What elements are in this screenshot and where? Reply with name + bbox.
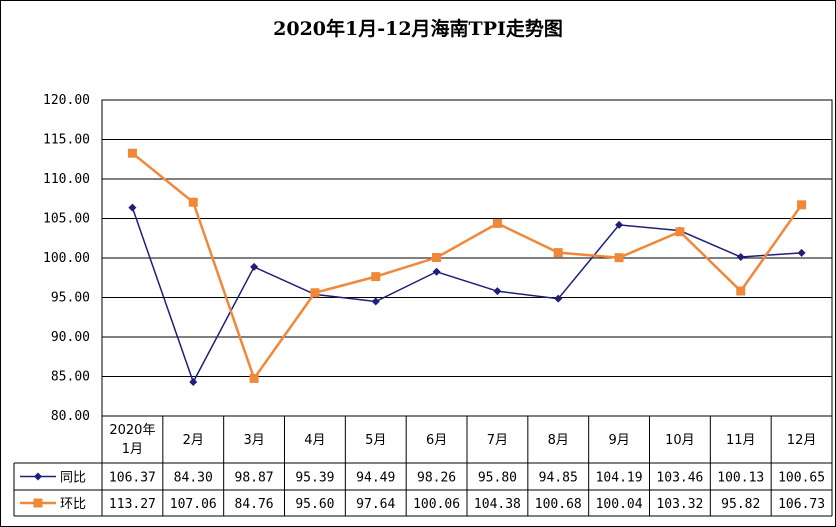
data-point-marker bbox=[615, 220, 624, 229]
data-point-marker bbox=[797, 200, 807, 210]
table-cell-value: 104.38 bbox=[474, 497, 521, 512]
data-point-marker bbox=[553, 248, 563, 258]
data-point-marker bbox=[736, 252, 745, 261]
category-label: 2020年 1月 bbox=[109, 423, 155, 457]
table-cell-value: 100.04 bbox=[596, 497, 643, 512]
table-cell-value: 95.82 bbox=[721, 497, 760, 512]
category-label: 8月 bbox=[548, 433, 569, 448]
table-cell-value: 100.65 bbox=[778, 471, 825, 486]
data-point-marker bbox=[310, 288, 320, 298]
category-label: 10月 bbox=[665, 433, 695, 448]
y-tick-label: 95.00 bbox=[51, 291, 90, 306]
table-cell-value: 98.26 bbox=[417, 471, 456, 486]
data-point-marker bbox=[736, 286, 746, 296]
table-cell-value: 100.68 bbox=[535, 497, 582, 512]
legend-label: 同比 bbox=[60, 471, 86, 486]
chart-title: 2020年1月-12月海南TPI走势图 bbox=[273, 18, 563, 40]
table-cell-value: 95.39 bbox=[295, 471, 334, 486]
table-cell-value: 103.32 bbox=[656, 497, 703, 512]
category-label: 4月 bbox=[304, 433, 325, 448]
table-cell-value: 107.06 bbox=[170, 497, 217, 512]
legend-label: 环比 bbox=[60, 497, 86, 512]
category-label: 12月 bbox=[787, 433, 817, 448]
data-point-marker bbox=[128, 203, 137, 212]
category-label: 2月 bbox=[183, 433, 204, 448]
legend-key-marker bbox=[34, 472, 42, 481]
category-label: 3月 bbox=[243, 433, 264, 448]
data-point-marker bbox=[250, 262, 259, 271]
data-point-marker bbox=[797, 248, 806, 257]
y-tick-label: 105.00 bbox=[43, 212, 90, 227]
category-label: 7月 bbox=[487, 433, 508, 448]
table-cell-value: 98.87 bbox=[235, 471, 274, 486]
data-point-marker bbox=[432, 253, 442, 263]
data-point-marker bbox=[371, 297, 380, 306]
data-point-marker bbox=[675, 227, 685, 237]
y-tick-label: 90.00 bbox=[51, 330, 90, 345]
data-point-marker bbox=[127, 148, 137, 158]
y-tick-label: 110.00 bbox=[43, 172, 90, 187]
data-point-marker bbox=[189, 378, 198, 387]
data-point-marker bbox=[492, 218, 502, 228]
data-point-marker bbox=[554, 294, 563, 303]
table-cell-value: 103.46 bbox=[656, 471, 703, 486]
category-label: 9月 bbox=[608, 433, 629, 448]
y-tick-label: 120.00 bbox=[43, 93, 90, 108]
data-point-marker bbox=[432, 267, 441, 276]
table-cell-value: 94.85 bbox=[539, 471, 578, 486]
table-cell-value: 94.49 bbox=[356, 471, 395, 486]
data-point-marker bbox=[493, 287, 502, 296]
table-cell-value: 100.06 bbox=[413, 497, 460, 512]
category-label: 5月 bbox=[365, 433, 386, 448]
table-cell-value: 100.13 bbox=[717, 471, 764, 486]
table-cell-value: 84.30 bbox=[174, 471, 213, 486]
y-tick-label: 80.00 bbox=[51, 409, 90, 424]
data-point-marker bbox=[249, 373, 259, 383]
series-line-tongbi bbox=[131, 207, 802, 384]
category-label: 6月 bbox=[426, 433, 447, 448]
data-point-marker bbox=[614, 253, 624, 263]
table-cell-value: 84.76 bbox=[235, 497, 274, 512]
table-cell-value: 95.60 bbox=[295, 497, 334, 512]
y-tick-label: 100.00 bbox=[43, 251, 90, 266]
table-cell-value: 104.19 bbox=[596, 471, 643, 486]
table-cell-value: 113.27 bbox=[109, 497, 156, 512]
y-tick-label: 115.00 bbox=[43, 133, 90, 148]
table-cell-value: 95.80 bbox=[478, 471, 517, 486]
data-point-marker bbox=[371, 272, 381, 282]
y-tick-label: 85.00 bbox=[51, 370, 90, 385]
data-point-marker bbox=[188, 197, 198, 207]
table-cell-value: 97.64 bbox=[356, 497, 395, 512]
table-cell-value: 106.73 bbox=[778, 497, 825, 512]
series-line-huanbi bbox=[131, 152, 803, 382]
category-label: 11月 bbox=[726, 433, 756, 448]
legend-key-marker bbox=[33, 498, 43, 508]
table-cell-value: 106.37 bbox=[109, 471, 156, 486]
